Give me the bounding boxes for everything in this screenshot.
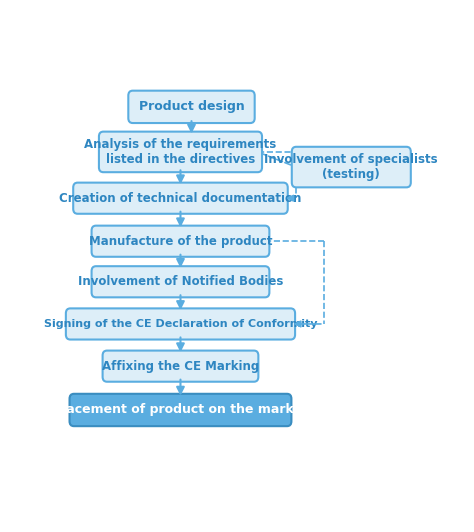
Text: Analysis of the requirements
listed in the directives: Analysis of the requirements listed in t… — [84, 138, 277, 166]
FancyBboxPatch shape — [128, 90, 255, 123]
FancyBboxPatch shape — [292, 147, 411, 187]
FancyBboxPatch shape — [66, 309, 295, 339]
Text: Product design: Product design — [138, 101, 245, 113]
Text: Manufacture of the product: Manufacture of the product — [89, 235, 272, 248]
Text: Involvement of specialists
(testing): Involvement of specialists (testing) — [264, 153, 438, 181]
FancyBboxPatch shape — [73, 182, 288, 214]
Text: Affixing the CE Marking: Affixing the CE Marking — [102, 360, 259, 372]
Text: Creation of technical documentation: Creation of technical documentation — [59, 192, 301, 205]
Text: Involvement of Notified Bodies: Involvement of Notified Bodies — [78, 275, 283, 288]
FancyBboxPatch shape — [99, 131, 262, 172]
FancyBboxPatch shape — [91, 266, 269, 297]
FancyBboxPatch shape — [91, 226, 269, 257]
Text: Signing of the CE Declaration of Conformity: Signing of the CE Declaration of Conform… — [44, 319, 317, 329]
FancyBboxPatch shape — [70, 394, 292, 426]
Text: Placement of product on the market: Placement of product on the market — [53, 403, 308, 417]
FancyBboxPatch shape — [102, 351, 258, 382]
